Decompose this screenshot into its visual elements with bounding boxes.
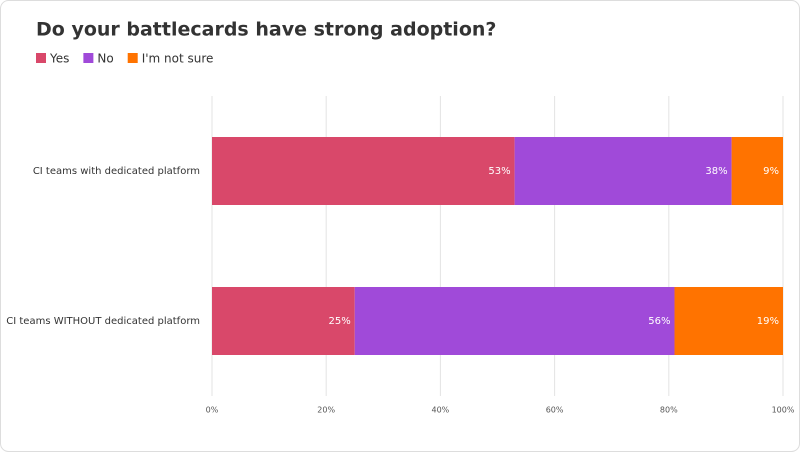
legend-label: I'm not sure (142, 52, 214, 66)
legend-swatch (83, 53, 94, 63)
y-tick-label: CI teams with dedicated platform (33, 166, 200, 177)
x-tick-label: 20% (317, 406, 335, 415)
value-label: 9% (763, 166, 779, 177)
legend-swatch (36, 53, 46, 63)
value-label: 53% (488, 166, 510, 177)
legend-swatch (127, 53, 138, 63)
value-label: 56% (648, 316, 670, 327)
bar-segment (212, 137, 515, 205)
x-tick-label: 100% (772, 406, 795, 415)
value-label: 19% (757, 316, 779, 327)
bar-segment (354, 287, 675, 355)
x-tick-label: 60% (546, 406, 564, 415)
x-tick-label: 80% (660, 406, 678, 415)
value-label: 25% (329, 316, 351, 327)
value-label: 38% (705, 166, 727, 177)
legend-label: Yes (49, 52, 69, 66)
x-tick-label: 0% (206, 406, 219, 415)
chart-title: Do your battlecards have strong adoption… (36, 19, 496, 41)
bar-segment (674, 287, 783, 355)
bar-segment (514, 137, 732, 205)
y-tick-label: CI teams WITHOUT dedicated platform (6, 316, 200, 327)
bar-segment (731, 137, 783, 205)
legend-label: No (97, 52, 113, 66)
x-tick-label: 40% (432, 406, 450, 415)
bar-segment (212, 287, 355, 355)
